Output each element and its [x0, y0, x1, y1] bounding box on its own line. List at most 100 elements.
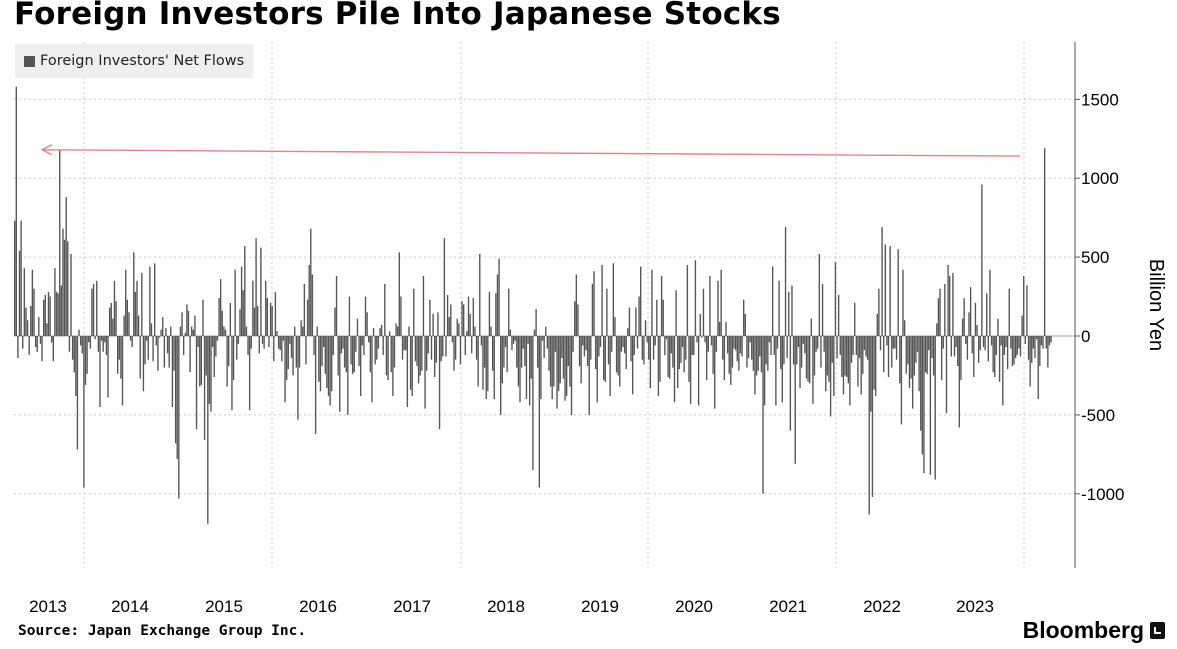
- bar: [633, 336, 635, 355]
- bar: [847, 336, 849, 384]
- bar: [81, 336, 83, 354]
- bar: [1029, 336, 1031, 387]
- bar: [689, 336, 692, 404]
- bar: [245, 326, 248, 336]
- bar: [965, 336, 967, 344]
- bar-series: [14, 86, 1052, 524]
- bar: [982, 336, 985, 348]
- bar: [44, 294, 46, 336]
- bar: [640, 266, 642, 336]
- bar: [707, 336, 709, 352]
- bar: [821, 283, 824, 336]
- bar: [537, 336, 539, 368]
- bar: [187, 310, 190, 336]
- bar: [519, 336, 521, 403]
- bar: [620, 336, 623, 352]
- bar: [211, 336, 214, 348]
- bar: [744, 313, 746, 336]
- bar: [1027, 336, 1030, 360]
- bar: [99, 336, 101, 408]
- bar: [171, 336, 174, 408]
- bar: [393, 336, 396, 368]
- bar: [445, 336, 447, 357]
- bar: [696, 336, 698, 343]
- bar: [1024, 336, 1027, 344]
- bar: [891, 336, 893, 368]
- bar: [273, 336, 275, 362]
- bar: [504, 336, 507, 348]
- bar: [520, 336, 523, 368]
- bar: [636, 336, 639, 349]
- bar: [25, 307, 27, 336]
- bar: [382, 336, 384, 355]
- bar: [598, 336, 600, 357]
- bar: [184, 332, 186, 336]
- bar: [313, 336, 315, 355]
- bar: [194, 315, 196, 336]
- bar: [604, 336, 606, 382]
- bar: [75, 336, 77, 396]
- bar: [984, 336, 986, 351]
- bar: [741, 336, 743, 357]
- bar: [596, 336, 598, 403]
- bar: [76, 336, 79, 450]
- bar: [70, 253, 72, 336]
- bar: [969, 287, 972, 336]
- bar: [308, 264, 310, 336]
- bar: [388, 331, 391, 336]
- bar: [178, 336, 180, 499]
- bar: [960, 336, 962, 381]
- bar: [784, 227, 787, 336]
- bar: [548, 336, 550, 371]
- x-tick-label: 2013: [29, 597, 67, 616]
- bar: [450, 304, 452, 336]
- bar: [704, 336, 706, 343]
- bar: [844, 336, 846, 376]
- bar: [792, 336, 795, 365]
- y-tick-label: -500: [1081, 406, 1115, 425]
- bar: [154, 263, 156, 336]
- bar: [397, 326, 399, 336]
- bar: [435, 336, 438, 363]
- bar: [614, 317, 616, 336]
- bar: [224, 329, 227, 336]
- bar: [408, 326, 410, 336]
- bar: [818, 253, 821, 336]
- bar: [952, 272, 954, 336]
- bar: [590, 336, 592, 360]
- bar: [68, 336, 71, 352]
- bar: [1034, 336, 1036, 359]
- bar: [668, 336, 671, 379]
- bar: [295, 336, 297, 368]
- bloomberg-icon: [1150, 622, 1165, 639]
- bar: [406, 336, 409, 408]
- bar: [799, 336, 801, 389]
- bar: [1011, 336, 1014, 366]
- bar: [697, 336, 700, 406]
- bar: [516, 336, 518, 368]
- bar: [649, 336, 652, 389]
- bar: [392, 336, 394, 396]
- bar: [755, 336, 758, 376]
- bar: [400, 296, 402, 336]
- bar: [870, 336, 872, 412]
- bar: [1032, 336, 1035, 349]
- bar: [926, 336, 928, 374]
- bar: [314, 336, 317, 434]
- bar: [976, 324, 978, 336]
- bar: [567, 336, 569, 366]
- bar: [839, 336, 841, 355]
- bar: [928, 336, 930, 351]
- bar: [1019, 336, 1022, 357]
- bar: [258, 336, 260, 354]
- bar: [480, 336, 483, 346]
- bar: [472, 298, 475, 336]
- bar: [955, 336, 957, 348]
- arrow-line: [41, 149, 1021, 157]
- bar: [712, 336, 714, 374]
- bar: [417, 336, 420, 384]
- bar: [302, 326, 304, 336]
- bar: [252, 280, 254, 336]
- bar: [343, 336, 346, 368]
- bar: [722, 336, 724, 360]
